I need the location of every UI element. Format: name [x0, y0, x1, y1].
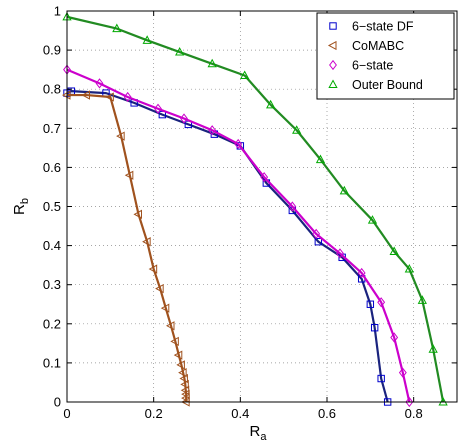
data-point — [148, 264, 158, 274]
data-point — [142, 35, 152, 44]
data-point — [105, 92, 114, 102]
series-line — [66, 15, 445, 403]
legend-label: 6−state DF — [352, 20, 414, 34]
x-tick-label: 0.8 — [405, 406, 423, 421]
data-point — [405, 396, 414, 408]
data-point — [339, 185, 349, 195]
y-tick-label: 0.4 — [43, 238, 61, 253]
data-point — [390, 332, 399, 343]
data-point — [176, 360, 185, 370]
data-point — [180, 379, 189, 390]
legend-item: Outer Bound — [328, 78, 423, 92]
legend-item: 6−state — [329, 59, 393, 73]
data-point — [240, 70, 250, 80]
data-point — [81, 90, 90, 100]
y-axis-label-sub: b — [19, 198, 31, 204]
x-tick-label: 0.2 — [145, 406, 163, 421]
legend-marker — [329, 59, 337, 71]
legend-marker — [327, 40, 337, 51]
data-point — [154, 103, 162, 114]
data-point — [312, 228, 321, 239]
data-point — [398, 367, 407, 378]
data-point — [160, 303, 170, 313]
series-layer — [61, 11, 448, 408]
data-point — [367, 215, 378, 224]
data-point — [357, 267, 366, 279]
data-point — [175, 47, 185, 56]
data-point — [165, 321, 175, 331]
x-tick-label: 0.4 — [231, 406, 249, 421]
data-point — [170, 336, 179, 347]
data-point — [315, 154, 326, 164]
series-line — [66, 90, 389, 403]
legend-marker — [329, 22, 337, 30]
y-axis-label: Rb — [11, 198, 31, 215]
data-point — [377, 374, 385, 383]
data-point — [404, 264, 414, 273]
y-tick-label: 0 — [54, 395, 61, 410]
data-point — [124, 170, 134, 180]
data-point — [389, 246, 399, 255]
data-point — [112, 23, 122, 33]
legend-item: CoMABC — [327, 39, 404, 53]
x-axis-label-sub: a — [260, 431, 267, 443]
data-point — [95, 78, 104, 89]
data-point — [292, 125, 302, 134]
series-line — [66, 68, 411, 403]
data-point — [428, 344, 438, 353]
data-point — [417, 295, 427, 304]
data-point — [370, 324, 379, 332]
series-2 — [61, 90, 190, 407]
data-point — [116, 131, 125, 141]
legend-label: CoMABC — [352, 39, 404, 53]
data-point — [314, 237, 323, 246]
data-point — [179, 373, 188, 384]
y-tick-label: 1 — [54, 4, 61, 19]
data-point — [377, 297, 386, 308]
y-tick-label: 0.6 — [43, 160, 61, 175]
data-point — [336, 248, 344, 259]
legend-label: 6−state — [352, 59, 393, 73]
y-axis-label-main: R — [11, 204, 28, 215]
x-axis-label-main: R — [250, 423, 261, 440]
data-point — [178, 368, 187, 378]
tick-labels: 0 0.2 0.4 0.6 0.8 0 0.1 0.2 0.3 0.4 0.5 0.6 0.7 0.8 0.… — [43, 4, 423, 422]
series-4 — [62, 11, 448, 406]
data-point — [155, 283, 164, 294]
data-point — [266, 99, 276, 109]
y-tick-label: 0.5 — [43, 199, 61, 214]
y-tick-label: 0.7 — [43, 121, 61, 136]
y-tick-label: 0.9 — [43, 43, 61, 58]
data-point — [123, 91, 132, 103]
data-point — [207, 58, 217, 68]
legend-item: 6−state DF — [329, 20, 414, 34]
y-tick-label: 0.3 — [43, 277, 61, 292]
legend: 6−state DF CoMABC 6−state Outer Bound — [316, 12, 455, 100]
x-tick-label: 0 — [63, 406, 70, 421]
data-point — [260, 172, 269, 183]
y-tick-label: 0.8 — [43, 82, 61, 97]
legend-box — [316, 12, 455, 100]
data-point — [180, 113, 188, 124]
data-point — [366, 300, 375, 308]
data-point — [234, 138, 243, 150]
legend-marker — [328, 79, 338, 88]
y-tick-label: 0.1 — [43, 355, 61, 370]
data-point — [288, 201, 297, 212]
data-point — [173, 350, 183, 360]
y-tick-label: 0.2 — [43, 316, 61, 331]
x-tick-label: 0.6 — [318, 406, 336, 421]
data-point — [208, 125, 217, 136]
data-point — [142, 237, 151, 247]
x-axis-label: Ra — [250, 423, 268, 443]
legend-label: Outer Bound — [352, 78, 423, 92]
data-point — [133, 209, 142, 219]
